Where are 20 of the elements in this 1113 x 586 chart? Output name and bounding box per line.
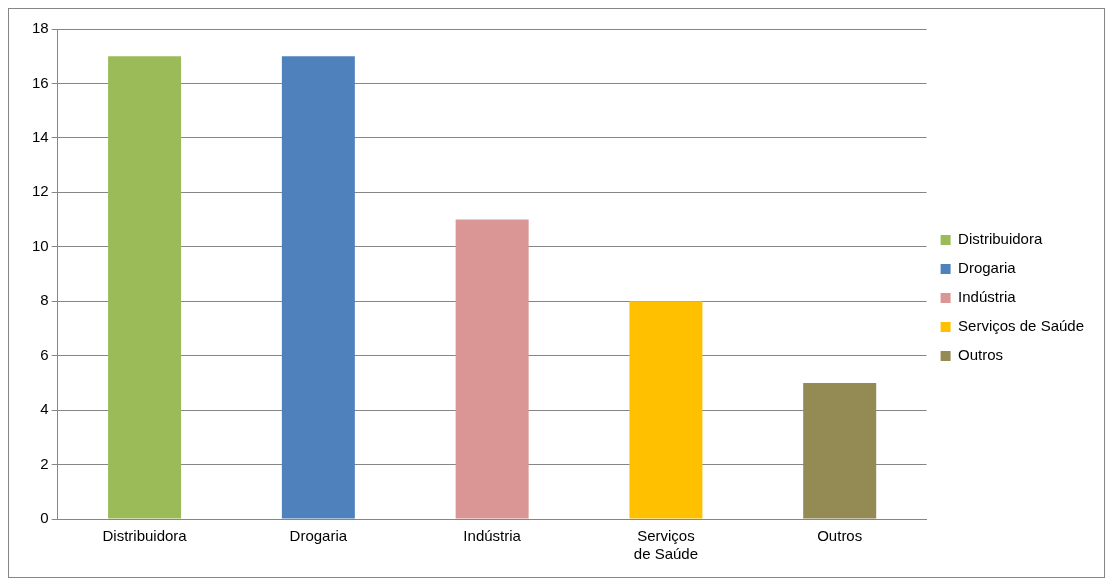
- legend-label: Distribuidora: [958, 230, 1043, 248]
- x-tick-label: Drogaria: [289, 527, 348, 545]
- x-tick-label: Outros: [817, 527, 863, 545]
- legend-label: Outros: [958, 346, 1004, 364]
- y-tick-label: 14: [32, 128, 49, 146]
- y-tick-label: 10: [32, 236, 49, 254]
- legend-label: Indústria: [958, 288, 1017, 306]
- legend-label: Drogaria: [958, 259, 1017, 277]
- y-tick-label: 16: [32, 73, 49, 91]
- x-tick-label: Distribuidora: [102, 527, 188, 545]
- y-tick-label: 18: [32, 19, 49, 37]
- y-tick-label: 12: [32, 182, 49, 200]
- y-tick-label: 6: [40, 345, 49, 363]
- y-tick-label: 8: [40, 291, 49, 309]
- x-tick-label: Serviços de Saúde: [633, 527, 699, 563]
- y-tick-label: 4: [40, 400, 49, 418]
- x-tick-label: Indústria: [463, 527, 522, 545]
- y-tick-label: 2: [40, 454, 49, 472]
- legend-label: Serviços de Saúde: [958, 317, 1085, 335]
- y-tick-label: 0: [40, 509, 49, 527]
